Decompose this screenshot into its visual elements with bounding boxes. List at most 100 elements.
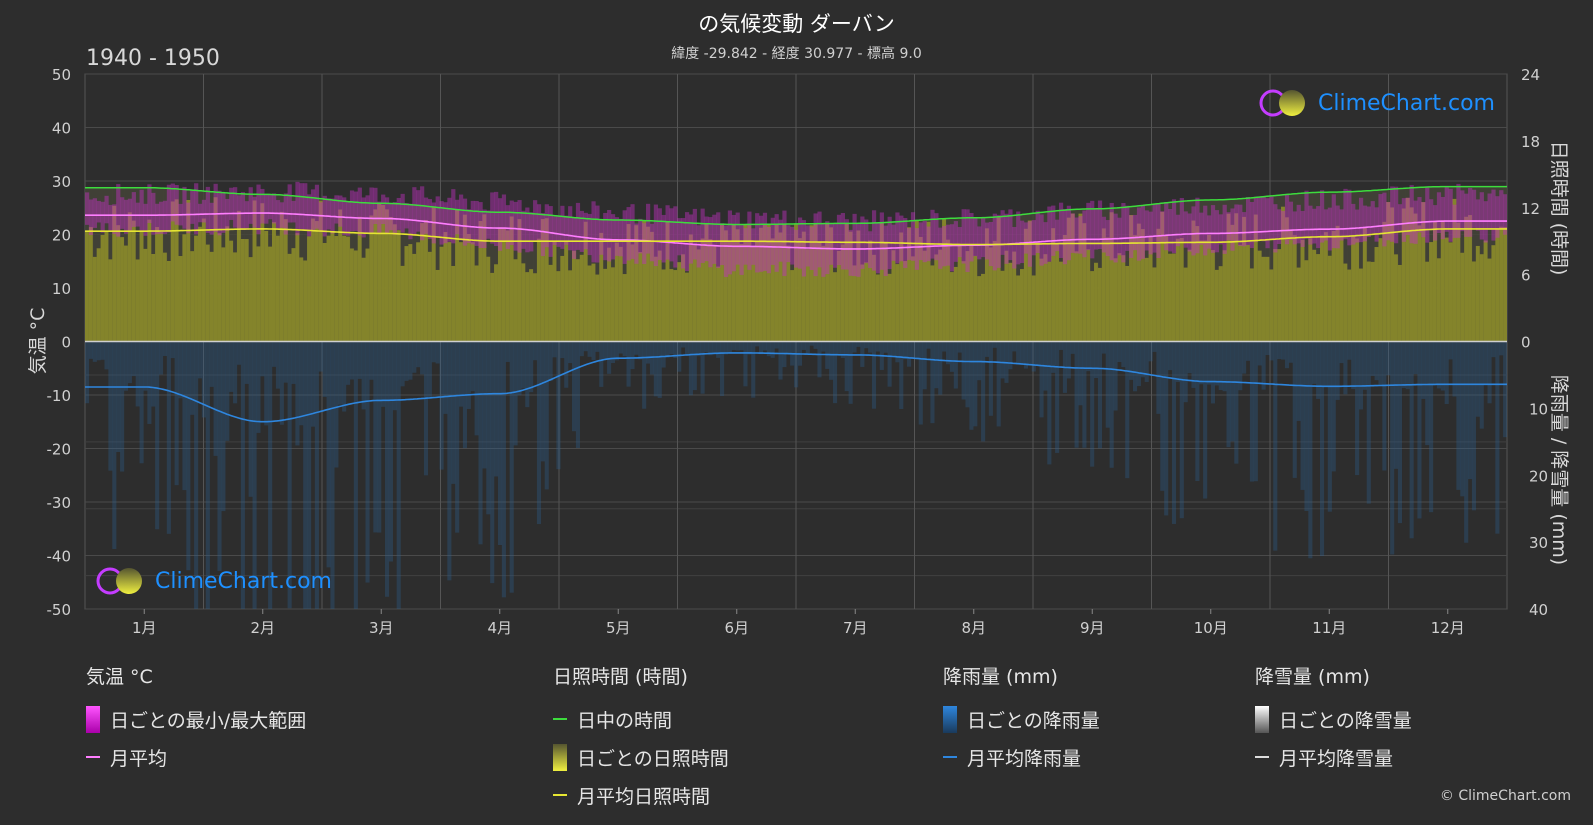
sunshine-daily-bar [1499,226,1504,342]
sunshine-daily-bar [895,264,900,342]
rain-daily-bar [213,341,218,456]
rain-daily-bar [108,341,113,471]
temp-range-bar [404,203,409,229]
temp-range-bar [1020,220,1025,264]
sunshine-daily-bar [1464,216,1469,342]
temp-range-bar [131,192,136,227]
rain-daily-bar [443,341,448,414]
rain-daily-bar [287,341,292,609]
temp-range-bar [423,197,429,234]
rain-daily-bar [127,341,132,384]
legend-title-snow: 降雪量 (mm) [1255,666,1370,688]
sunshine-daily-bar [217,233,222,342]
temp-range-bar [805,225,810,267]
temp-range-bar [1078,216,1083,254]
rain-daily-bar [684,341,690,355]
rain-daily-bar [135,341,140,407]
rain-daily-bar [560,341,565,359]
rain-daily-bar [1101,341,1106,354]
daylight-bar [1296,193,1301,342]
sunshine-daily-bar [934,254,939,342]
rain-daily-bar [669,341,674,355]
sunshine-daily-bar [365,248,370,342]
sunshine-daily-bar [677,262,682,342]
rain-daily-bar [1265,341,1270,356]
sunshine-daily-bar [704,223,709,342]
rain-daily-bar [490,341,495,584]
temp-range-bar [373,187,378,224]
sunshine-daily-bar [330,232,335,342]
rain-daily-bar [1277,341,1282,360]
rain-daily-bar [579,341,584,357]
temp-range-bar [334,195,339,224]
sunshine-daily-bar [1047,261,1052,342]
rain-daily-bar [400,341,405,387]
temp-range-bar [147,184,152,224]
rain-daily-bar [642,341,647,409]
sunshine-daily-bar [918,236,923,342]
sunshine-daily-bar [618,246,623,342]
temp-range-bar [462,198,468,246]
sunshine-daily-bar [1078,213,1083,342]
rain-daily-bar [1242,341,1247,374]
sunshine-daily-bar [423,220,429,342]
rain-daily-bar [1471,341,1477,511]
rain-daily-bar [1125,341,1130,479]
sunshine-daily-bar [1023,228,1029,342]
sunshine-daily-bar [236,210,242,342]
temp-range-bar [1164,202,1169,251]
rain-daily-bar [1249,341,1254,482]
sunshine-daily-bar [221,247,226,342]
rain-daily-bar [1214,341,1219,386]
sunshine-daily-bar [1234,213,1239,342]
temp-range-bar [918,222,923,261]
rain-daily-bar [1378,341,1383,386]
rain-daily-bar [614,341,619,361]
rain-daily-bar [1086,341,1091,372]
temp-range-bar [739,225,744,275]
rain-daily-bar [887,341,892,387]
temp-range-bar [1366,206,1371,237]
sunshine-daily-bar [1152,267,1157,342]
rain-daily-bar [497,341,503,546]
sunshine-daily-bar [470,242,475,342]
rain-daily-bar [603,341,608,359]
temp-range-bar [287,184,292,223]
temp-range-bar [1074,217,1079,254]
temp-range-bar [1226,212,1231,241]
rain-daily-bar [981,341,986,442]
temp-range-bar [1210,205,1216,253]
temp-range-bar [1183,211,1188,248]
temp-range-bar [864,219,869,264]
temp-range-bar [314,184,320,229]
logo-bottom: ClimeChart.com [95,566,332,596]
temp-range-bar [1097,200,1103,250]
sunshine-daily-bar [1253,214,1258,342]
temp-range-bar [205,186,210,233]
rain-daily-bar [1452,341,1457,397]
temp-range-bar [1125,205,1130,251]
temp-range-bar [1417,197,1422,233]
temp-range-bar [1012,226,1017,269]
temp-range-bar [221,192,226,233]
temp-range-bar [1199,212,1204,245]
rain-daily-bar [1425,341,1430,446]
rain-daily-bar [1195,341,1200,481]
rain-daily-bar [649,341,654,375]
rain-daily-bar [1148,341,1153,362]
sunshine-daily-bar [521,263,526,342]
legend-item-daylight: 日中の時間 [553,700,729,738]
sunshine-daily-bar [731,224,736,342]
sunshine-daily-bar [1245,244,1251,342]
rain-daily-bar [151,341,156,407]
rain-daily-bar [583,341,588,352]
sunshine-daily-bar [583,221,588,342]
rain-daily-bar [778,341,783,380]
temp-range-bar [910,212,916,261]
temp-range-bar [1168,208,1173,252]
temp-range-bar [88,199,94,236]
temp-range-bar [182,186,187,229]
rain-daily-bar [1078,341,1083,406]
temp-range-bar [1101,216,1107,253]
sunshine-daily-bar [462,214,468,342]
